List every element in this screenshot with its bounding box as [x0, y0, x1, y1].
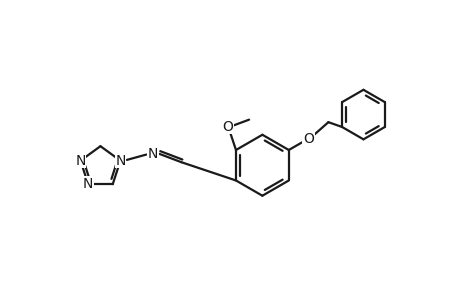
Text: N: N	[147, 147, 157, 161]
Text: N: N	[75, 154, 85, 168]
Text: O: O	[302, 132, 313, 146]
Text: O: O	[222, 119, 233, 134]
Text: N: N	[83, 177, 93, 191]
Text: N: N	[115, 154, 125, 168]
